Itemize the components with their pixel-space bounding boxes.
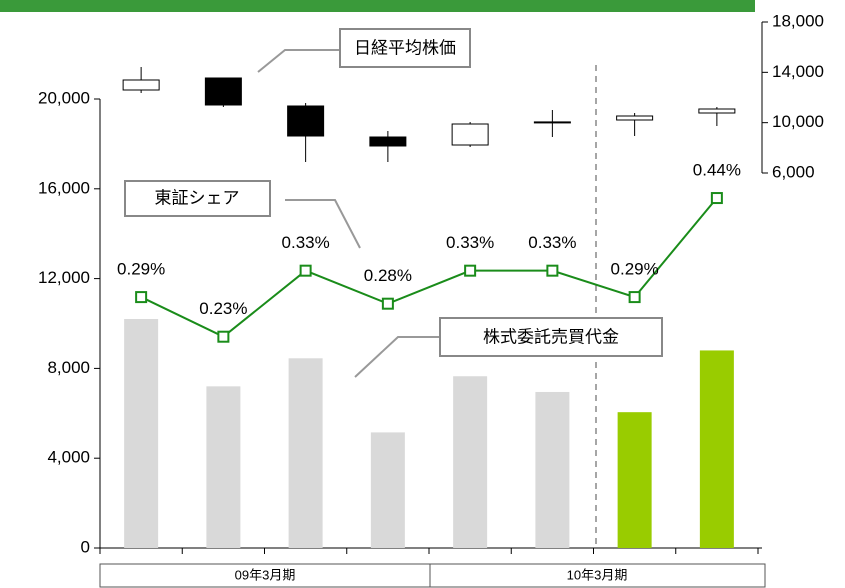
data-label: 0.28%: [364, 266, 412, 285]
y2-tick-label: 18,000: [772, 11, 824, 30]
y2-tick-label: 10,000: [772, 112, 824, 131]
y2-tick-label: 6,000: [772, 162, 815, 181]
share-point: [628, 291, 641, 304]
group-label: 10年3月期: [567, 567, 628, 582]
y-tick-label: 20,000: [38, 88, 90, 107]
share-point: [464, 264, 477, 277]
bar: [617, 412, 652, 548]
bar: [370, 432, 405, 548]
candle-body: [616, 115, 654, 121]
header-band: [0, 0, 755, 12]
legend-label: 東証シェア: [155, 188, 240, 207]
group-label: 09年3月期: [235, 567, 296, 582]
candle-body: [451, 123, 489, 146]
data-label: 0.29%: [611, 260, 659, 279]
share-point: [710, 192, 723, 205]
data-label: 0.33%: [528, 233, 576, 252]
callout-line: [257, 49, 340, 73]
legend-label: 日経平均株価: [354, 38, 456, 57]
share-point: [381, 297, 394, 310]
bar: [206, 386, 241, 548]
bar: [699, 350, 734, 548]
share-line: [140, 197, 718, 338]
candle-body: [369, 136, 407, 147]
share-point: [299, 264, 312, 277]
bar: [535, 391, 570, 548]
data-label: 0.33%: [446, 233, 494, 252]
y-tick-label: 12,000: [38, 268, 90, 287]
legend-box: [439, 317, 663, 357]
data-label: 0.33%: [282, 233, 330, 252]
callout-line: [285, 199, 361, 249]
share-point: [546, 264, 559, 277]
candle-body: [533, 121, 571, 124]
bar: [453, 376, 488, 548]
group-cell: [429, 563, 766, 588]
share-point: [217, 330, 230, 343]
callout-line: [354, 336, 440, 378]
y-tick-label: 0: [81, 537, 90, 556]
candle-body: [204, 77, 242, 106]
y2-tick-label: 14,000: [772, 62, 824, 81]
bar: [288, 358, 323, 548]
data-label: 0.29%: [117, 260, 165, 279]
legend-box: [339, 28, 471, 68]
y-tick-label: 8,000: [47, 358, 90, 377]
candle-body: [122, 79, 160, 91]
candle-body: [698, 108, 736, 114]
share-point: [135, 291, 148, 304]
data-label: 0.23%: [199, 299, 247, 318]
y-tick-label: 4,000: [47, 448, 90, 467]
legend-label: 株式委託売買代金: [483, 327, 619, 346]
legend-box: [124, 180, 271, 217]
candle-body: [287, 105, 325, 137]
data-label: 0.44%: [693, 161, 741, 180]
y-tick-label: 16,000: [38, 178, 90, 197]
bar: [124, 319, 159, 548]
